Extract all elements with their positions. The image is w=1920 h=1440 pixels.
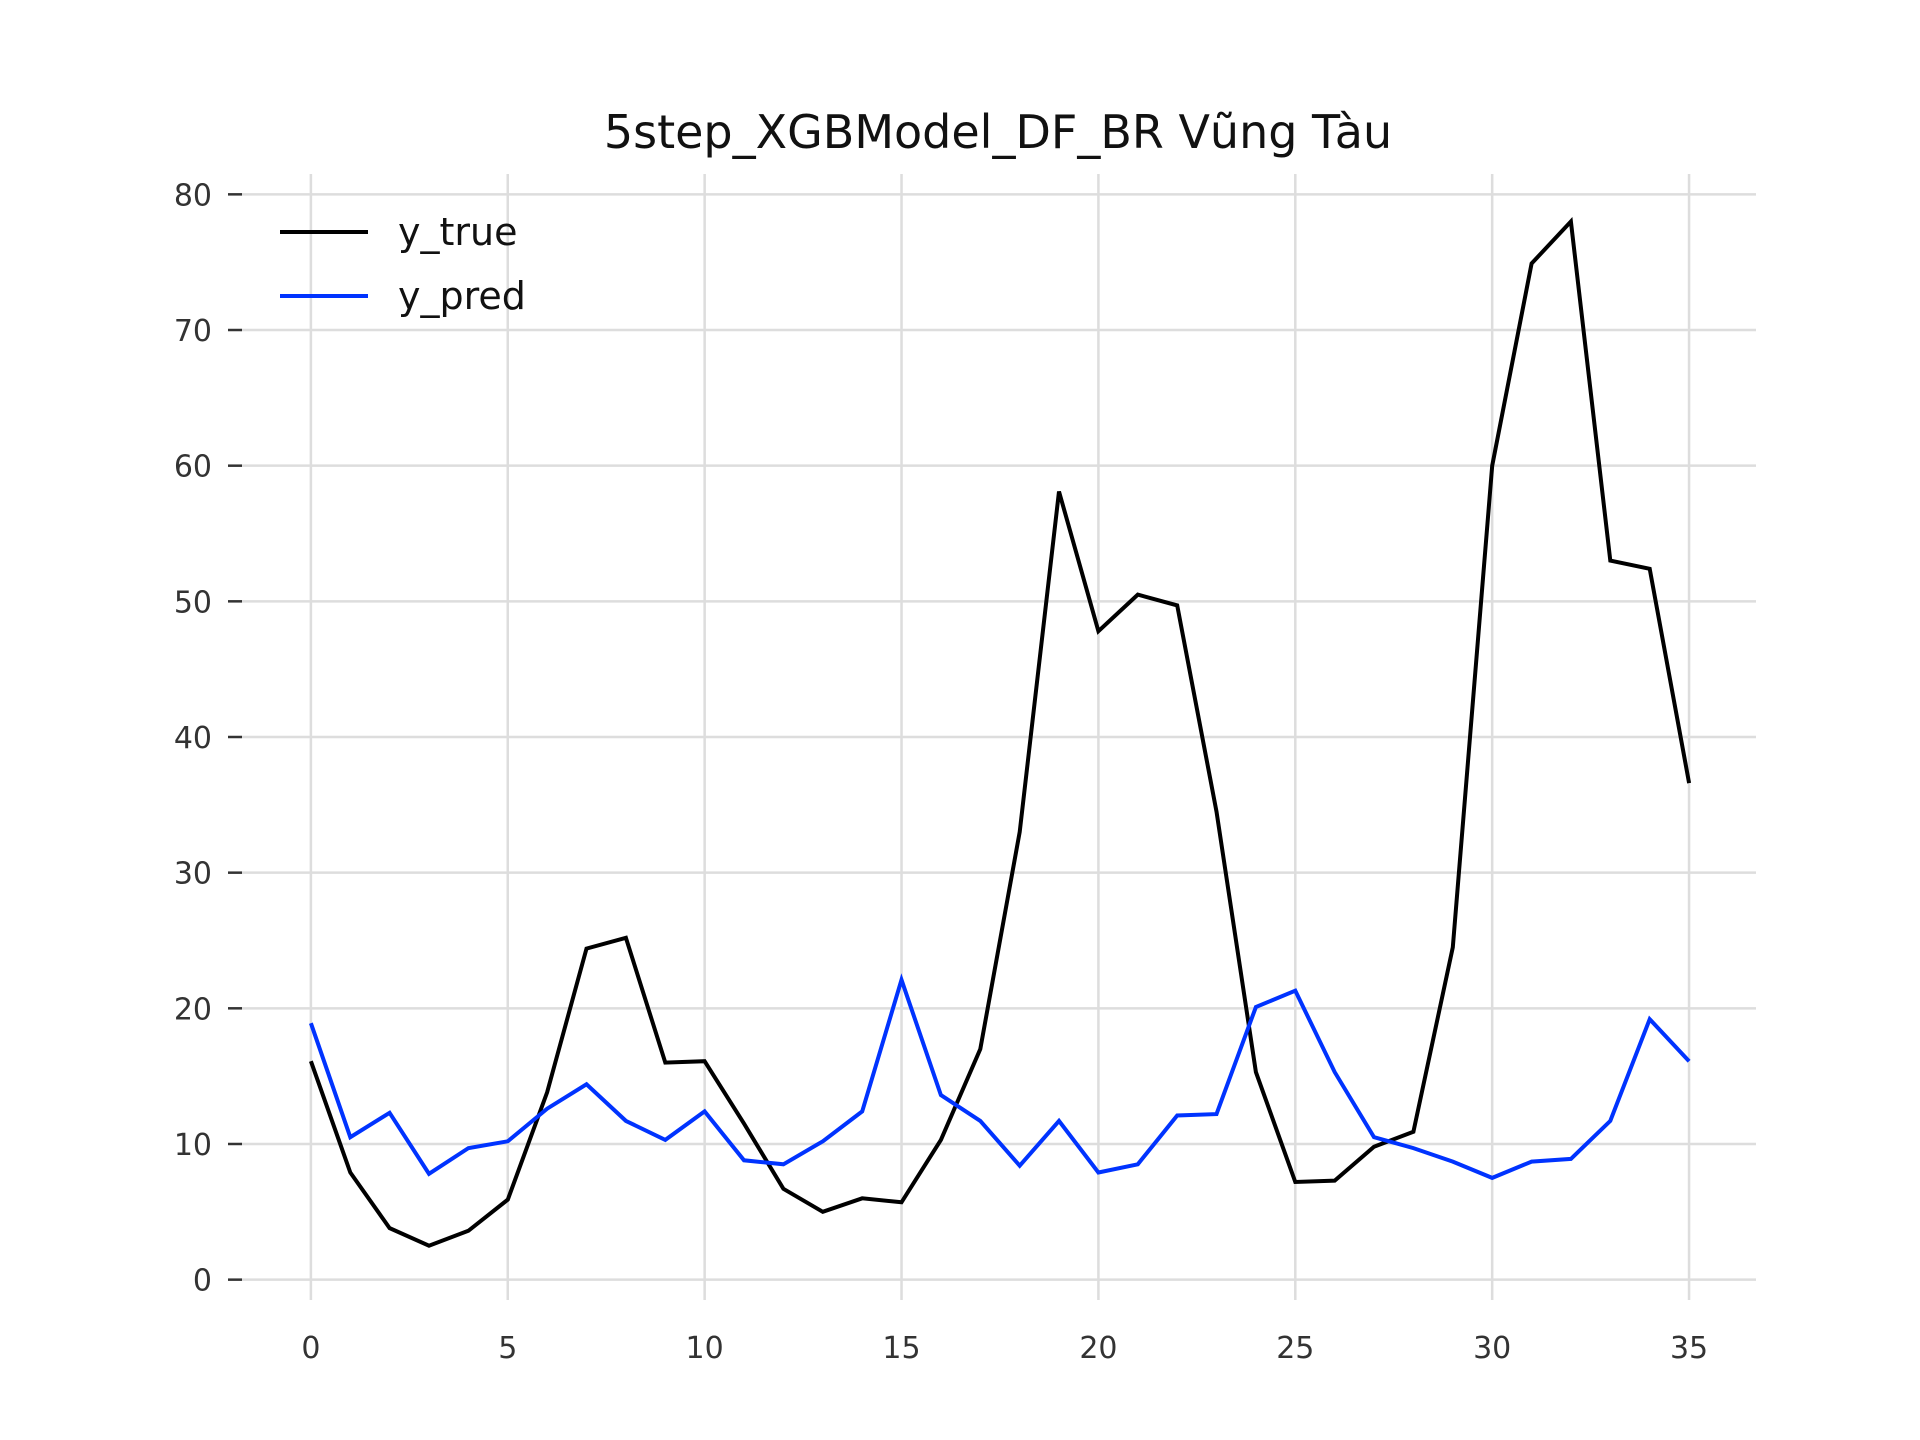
series-line-y_true: [309, 216, 1692, 1248]
x-tick-label: 15: [882, 1331, 920, 1366]
legend-label: y_pred: [398, 274, 526, 318]
y-axis-ticks: 0 10 20 30 40 50 60 70 80: [174, 178, 242, 1299]
legend-label: y_true: [398, 210, 517, 254]
x-tick-label: 20: [1079, 1331, 1117, 1366]
y-tick-label: 40: [174, 721, 212, 756]
x-tick-label: 30: [1473, 1331, 1511, 1366]
y-tick-label: 70: [174, 314, 212, 349]
x-axis-ticks: 0 5 10 15 20 25 30 35: [301, 1331, 1708, 1366]
y-tick-label: 0: [193, 1264, 212, 1299]
legend: y_true y_pred: [280, 210, 526, 318]
chart-title: 5step_XGBModel_DF_BR Vũng Tàu: [604, 105, 1392, 159]
series-lines: [309, 216, 1692, 1248]
series-line-y_pred: [309, 973, 1691, 1181]
x-tick-label: 0: [301, 1331, 320, 1366]
x-tick-label: 25: [1276, 1331, 1314, 1366]
y-tick-label: 50: [174, 585, 212, 620]
x-tick-label: 5: [498, 1331, 517, 1366]
y-tick-label: 10: [174, 1128, 212, 1163]
x-tick-label: 35: [1670, 1331, 1708, 1366]
y-tick-label: 30: [174, 857, 212, 892]
x-tick-label: 10: [686, 1331, 724, 1366]
y-tick-label: 80: [174, 178, 212, 213]
y-tick-label: 20: [174, 992, 212, 1027]
y-tick-label: 60: [174, 450, 212, 485]
grid: [240, 174, 1756, 1300]
